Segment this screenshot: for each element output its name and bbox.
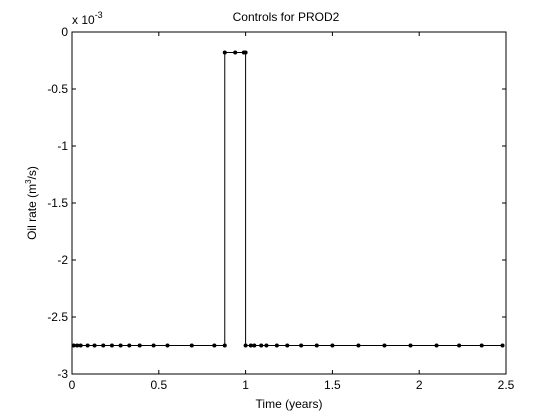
data-point (71, 343, 76, 348)
y-tick-label: 0 (61, 25, 68, 39)
x-tick-label: 2.5 (498, 378, 515, 392)
data-point (356, 343, 361, 348)
y-tick-label: -0.5 (47, 82, 68, 96)
data-point (274, 343, 279, 348)
data-point (127, 343, 132, 348)
data-point (165, 343, 170, 348)
data-point (109, 343, 114, 348)
x-tick-label: 0.5 (150, 378, 167, 392)
data-point (382, 343, 387, 348)
data-point (264, 343, 269, 348)
x-axis-label: Time (years) (256, 397, 323, 411)
y-label-sup: 3 (24, 179, 33, 184)
y-tick-label: -2.5 (47, 310, 68, 324)
data-point (314, 343, 319, 348)
y-tick-label: -2 (57, 253, 68, 267)
data-point (500, 343, 505, 348)
data-point (248, 343, 253, 348)
multiplier-exponent: -3 (95, 10, 103, 20)
data-point (118, 343, 123, 348)
y-axis-label: Oil rate (m3/s) (24, 166, 39, 240)
data-point (75, 343, 80, 348)
chart-title: Controls for PROD2 (233, 10, 340, 24)
y-multiplier: x 10-3 (72, 10, 103, 27)
data-point (457, 343, 462, 348)
data-point (408, 343, 413, 348)
x-tick-label: 1 (242, 378, 249, 392)
y-tick-label: -3 (57, 367, 68, 381)
y-label-text: Oil rate (m (25, 184, 39, 240)
data-point (243, 50, 248, 55)
data-point (243, 343, 248, 348)
data-point (101, 343, 106, 348)
axes-box (71, 31, 507, 375)
data-point (222, 343, 227, 348)
data-point (330, 343, 335, 348)
data-point (212, 343, 217, 348)
x-tick-label: 2 (416, 378, 423, 392)
data-point (78, 343, 83, 348)
data-point (259, 343, 264, 348)
data-point (85, 343, 90, 348)
multiplier-base: x 10 (72, 13, 95, 27)
data-point (252, 343, 257, 348)
y-tick-label: -1.5 (47, 196, 68, 210)
data-point (299, 343, 304, 348)
y-tick-label: -1 (57, 139, 68, 153)
data-point (137, 343, 142, 348)
y-label-text: /s) (25, 166, 39, 179)
data-point (285, 343, 290, 348)
x-tick-label: 1.5 (324, 378, 341, 392)
data-point (151, 343, 156, 348)
data-point (222, 50, 227, 55)
data-point (233, 50, 238, 55)
data-point (92, 343, 97, 348)
data-point (479, 343, 484, 348)
x-tick-label: 0 (69, 378, 76, 392)
data-point (434, 343, 439, 348)
data-point (189, 343, 194, 348)
